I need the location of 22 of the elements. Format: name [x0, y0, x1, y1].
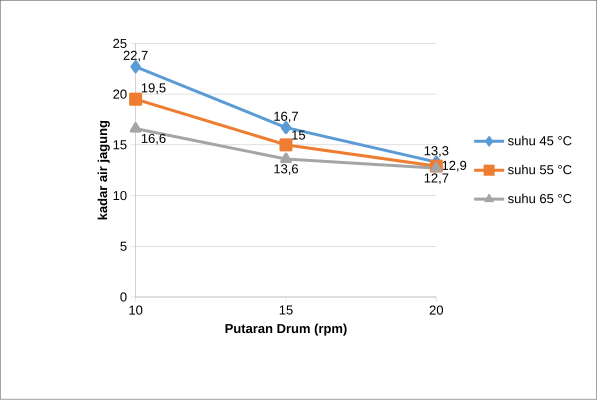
data-label: 16,7 [274, 112, 298, 123]
data-label: 13,3 [424, 146, 448, 158]
y-tick-label: 5 [120, 242, 127, 252]
x-tick-label: 10 [129, 306, 142, 315]
data-label: 12,7 [424, 174, 448, 184]
legend-label: suhu 55 °C [508, 164, 572, 175]
data-label: 22,7 [124, 51, 148, 62]
y-tick-label: 0 [120, 292, 127, 302]
x-axis-title: Putaran Drum (rpm) [226, 324, 347, 336]
data-label: 15 [292, 130, 306, 140]
y-tick-label: 20 [113, 90, 127, 99]
y-tick-label: 10 [114, 191, 127, 200]
x-tick-label: 20 [430, 306, 444, 315]
x-tick-label: 15 [280, 306, 293, 315]
y-tick-label: 25 [113, 39, 127, 48]
data-label: 13,6 [274, 164, 298, 176]
y-tick-label: 15 [114, 140, 127, 150]
y-axis-title: kadar air jagung [98, 121, 110, 220]
data-label: 16,6 [142, 134, 166, 145]
legend-label: suhu 45 °C [508, 136, 572, 146]
data-label: 19,5 [142, 83, 166, 94]
legend-label: suhu 65 °C [508, 194, 572, 204]
